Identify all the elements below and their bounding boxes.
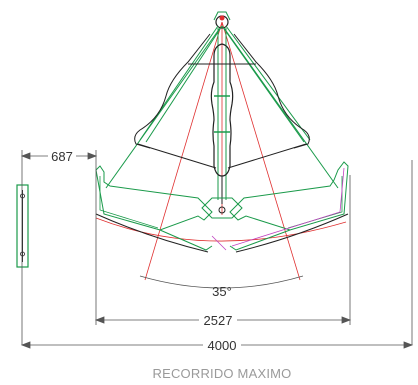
outline-right-brace	[227, 143, 307, 169]
hinge-pin	[218, 206, 226, 214]
reach-arc	[95, 217, 347, 242]
left-shell	[95, 165, 213, 253]
arm-left-inner	[145, 25, 223, 143]
right-shell	[211, 161, 349, 253]
arm-right-inner	[221, 25, 305, 143]
arrow-687-right	[87, 152, 98, 160]
center-hydraulic-hose	[211, 235, 227, 251]
central-cylinder	[210, 43, 234, 204]
outline-left-brace	[137, 143, 217, 169]
arm-right-outer	[225, 25, 311, 141]
left-shell-lip	[159, 229, 213, 251]
left-shell-green	[95, 165, 213, 231]
left-shell-edge	[95, 213, 209, 253]
dim-2527-label: 2527	[204, 313, 233, 328]
right-shell-edge	[235, 213, 349, 253]
reach-line-right	[221, 21, 301, 281]
arrow-687-left	[20, 152, 31, 160]
side-view-pin-top	[20, 193, 25, 199]
arrow-4000-right	[403, 341, 414, 349]
dim-687-label: 687	[51, 149, 73, 164]
reach-line-left	[144, 21, 223, 281]
drawing-caption: RECORRIDO MAXIMO	[153, 366, 292, 381]
arm-left-outer	[139, 25, 219, 141]
side-view-pin-bottom	[20, 251, 25, 257]
rod-left	[105, 27, 221, 189]
dim-4000-label: 4000	[208, 338, 237, 353]
right-hydraulic-hose	[231, 167, 345, 247]
outline-right-upper	[233, 33, 310, 149]
angle-label: 35°	[212, 284, 232, 299]
rod-right	[223, 27, 339, 189]
right-shell-lip	[229, 229, 291, 251]
mechanism-outline	[134, 33, 310, 169]
top-pivot	[213, 11, 231, 29]
dim-4000-bg	[203, 338, 241, 352]
dim-687-bg	[48, 149, 76, 163]
arrow-2527-right	[341, 316, 352, 324]
pivot-pin	[219, 15, 225, 21]
arrow-4000-left	[20, 341, 31, 349]
right-shell-green	[229, 161, 349, 231]
left-shell-inner	[99, 176, 159, 229]
lower-hinge	[201, 197, 243, 219]
reach-lines	[95, 21, 347, 281]
outline-left-upper	[134, 33, 211, 149]
pivot-bracket	[213, 11, 231, 21]
dim-2527-bg	[199, 313, 237, 327]
angle-arc	[139, 275, 304, 289]
upper-arms	[105, 25, 339, 200]
arrow-2527-left	[94, 316, 105, 324]
side-view	[16, 184, 29, 268]
hinge-plate	[201, 197, 243, 219]
side-view-frame	[16, 184, 29, 268]
